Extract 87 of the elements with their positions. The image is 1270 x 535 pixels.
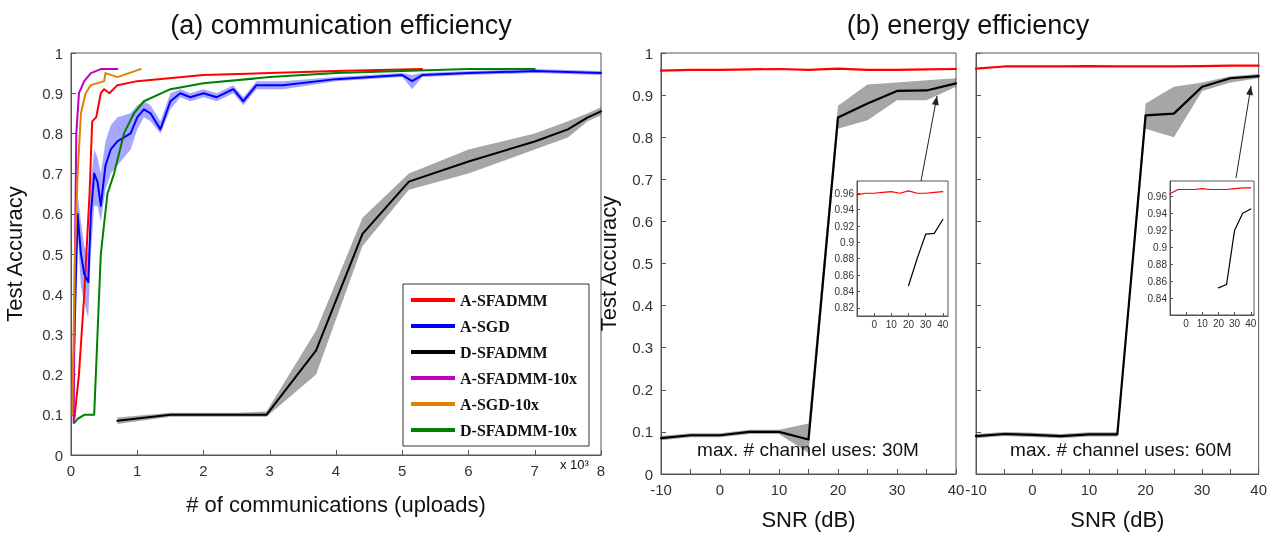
y-tick-label: 1 <box>54 44 63 62</box>
y-tick-label: 0.9 <box>632 86 653 104</box>
y-tick-label: 0.2 <box>632 381 653 399</box>
y-tick-label: 0.3 <box>42 325 63 343</box>
y-tick-label: 0.2 <box>42 366 63 384</box>
y-tick-label: 0.7 <box>632 170 653 188</box>
y-tick-label: 0.9 <box>1153 241 1168 253</box>
legend-label: A-SGD <box>459 317 510 335</box>
annotation: max. # channel uses: 60M <box>1010 439 1232 460</box>
legend-label: D-SFADMM-10x <box>459 421 578 439</box>
x-tick-label: 1 <box>133 462 142 479</box>
x-tick-label: 0 <box>715 481 725 498</box>
x-tick-label: 10 <box>1080 481 1098 498</box>
text: x 10³ <box>560 457 590 472</box>
y-tick-label: 0.7 <box>42 165 63 183</box>
x-axis-title: SNR (dB) <box>1070 506 1165 532</box>
legend-label: A-SFADMM <box>459 291 548 309</box>
x-tick-label: 0 <box>871 318 878 330</box>
annotation: max. # channel uses: 30M <box>697 439 919 460</box>
x-tick-label: 3 <box>265 462 274 479</box>
y-tick-label: 0.92 <box>1147 224 1168 236</box>
x-tick-label: 0 <box>66 462 76 479</box>
y-axis-title: Test Accuracy <box>595 195 621 332</box>
x-tick-label: 2 <box>199 462 208 479</box>
x-tick-label: 40 <box>937 318 949 330</box>
legend-label: D-SFADMM <box>459 343 548 361</box>
y-tick-label: 0.82 <box>834 302 855 314</box>
x-tick-label: 6 <box>464 462 473 479</box>
line-series <box>73 68 424 420</box>
y-tick-label: 1 <box>644 44 653 62</box>
y-axis-title: Test Accuracy <box>1 186 27 322</box>
x-tick-label: 0 <box>1183 317 1190 329</box>
x-tick-label: 20 <box>1137 481 1154 498</box>
y-tick-label: 0.8 <box>632 128 653 146</box>
y-tick-label: 0.84 <box>1147 292 1168 304</box>
x-tick-label: 30 <box>1229 317 1241 329</box>
y-tick-label: 0.9 <box>840 236 855 248</box>
y-tick-label: 0.88 <box>834 253 855 265</box>
x-tick-label: 7 <box>530 462 539 479</box>
legend-label: A-SGD-10x <box>459 395 540 413</box>
x-tick-label: 4 <box>331 462 341 479</box>
x-axis-title: # of communications (uploads) <box>186 491 486 517</box>
y-tick-label: 0.6 <box>42 205 63 223</box>
y-tick-label: 0.86 <box>834 269 855 281</box>
y-tick-label: 0.1 <box>632 423 653 441</box>
x-tick-label: 30 <box>920 318 932 330</box>
x-tick-label: -10 <box>965 481 987 498</box>
y-tick-label: 0.94 <box>834 204 855 216</box>
x-tick-label: 10 <box>1196 317 1209 329</box>
chart-title: (a) communication efficiency <box>170 9 513 40</box>
x-tick-label: 20 <box>1212 317 1225 329</box>
y-tick-label: 0.5 <box>632 255 653 272</box>
x-tick-label: 10 <box>770 481 788 498</box>
y-tick-label: 0.92 <box>834 220 855 232</box>
x-tick-label: 40 <box>1245 317 1257 329</box>
y-tick-label: 0.96 <box>1147 190 1168 202</box>
chart-title: (b) energy efficiency <box>846 9 1090 40</box>
x-tick-label: 40 <box>1250 481 1267 498</box>
x-tick-label: -10 <box>650 481 672 498</box>
y-tick-label: 0.86 <box>1147 275 1168 287</box>
y-tick-label: 0.4 <box>632 297 653 315</box>
x-tick-label: 10 <box>885 318 898 330</box>
y-tick-label: 0.96 <box>834 187 855 199</box>
x-tick-label: 20 <box>829 481 847 498</box>
y-tick-label: 0.9 <box>42 84 63 102</box>
x-tick-label: 0 <box>1028 481 1037 498</box>
y-tick-label: 0.4 <box>42 285 63 303</box>
y-tick-label: 0 <box>54 446 63 464</box>
y-tick-label: 0.94 <box>1147 207 1168 219</box>
x-axis-title: SNR (dB) <box>761 506 856 532</box>
y-tick-label: 0.1 <box>42 406 63 424</box>
line-series <box>1217 208 1252 289</box>
x-tick-label: 40 <box>947 481 965 498</box>
x-tick-label: 30 <box>888 481 906 498</box>
x-tick-label: 30 <box>1193 481 1211 498</box>
y-tick-label: 0.6 <box>632 212 653 230</box>
x-tick-label: 20 <box>902 318 915 330</box>
x-tick-label: 5 <box>398 462 407 479</box>
x-tick-label: 8 <box>596 462 606 479</box>
y-tick-label: 0.88 <box>1147 258 1168 270</box>
y-tick-label: 0.84 <box>834 285 855 297</box>
y-tick-label: 0.8 <box>42 124 63 142</box>
line-series <box>71 68 142 416</box>
y-tick-label: 0.3 <box>632 339 653 357</box>
legend-label: A-SFADMM-10x <box>459 369 578 387</box>
y-tick-label: 0.5 <box>42 245 63 263</box>
line-series <box>907 218 944 287</box>
